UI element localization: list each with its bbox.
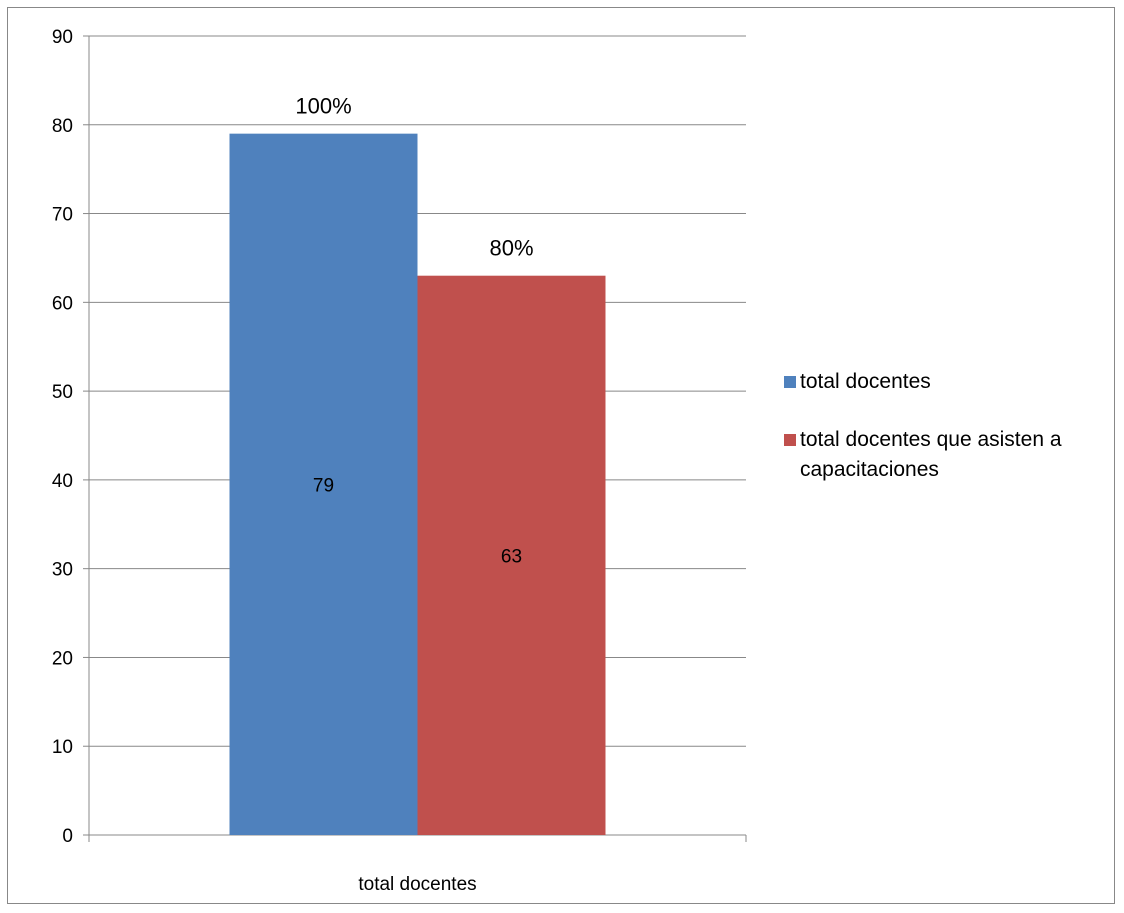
y-tick-label: 30 xyxy=(52,560,73,581)
x-tick-label: total docentes xyxy=(358,874,476,895)
y-tick-label: 10 xyxy=(52,737,73,758)
bars xyxy=(229,133,606,836)
bar-0 xyxy=(229,133,418,836)
y-tick-label: 0 xyxy=(62,826,73,847)
chart-area: 0 10 20 30 40 50 60 70 80 90 total docentes 79 100%… xyxy=(7,7,1115,904)
legend-swatch-red xyxy=(784,434,796,446)
bar-value-label: 63 xyxy=(501,546,522,567)
legend-label: total docentes que asisten a capacitacio… xyxy=(800,428,1062,481)
legend-swatch-blue xyxy=(784,376,796,388)
legend: total docentes total docentes que asiste… xyxy=(784,367,1114,513)
bar-1 xyxy=(417,275,606,835)
bar-value-label: 79 xyxy=(313,475,334,496)
y-tick-label: 60 xyxy=(52,293,73,314)
y-tick-label: 80 xyxy=(52,116,73,137)
data-labels: 79 100% 63 80% xyxy=(295,94,533,568)
axes: 0 10 20 30 40 50 60 70 80 90 total docentes xyxy=(52,27,747,895)
y-tick-label: 40 xyxy=(52,471,73,492)
y-tick-label: 70 xyxy=(52,205,73,226)
y-tick-label: 20 xyxy=(52,648,73,669)
legend-item-asisten-capacitaciones: total docentes que asisten a capacitacio… xyxy=(784,425,1114,485)
legend-label: total docentes xyxy=(800,370,931,393)
y-tick-label: 90 xyxy=(52,27,73,48)
bar-percent-label: 80% xyxy=(489,236,533,261)
y-tick-label: 50 xyxy=(52,382,73,403)
bar-chart: 0 10 20 30 40 50 60 70 80 90 total docentes 79 100%… xyxy=(52,27,747,895)
legend-item-total-docentes: total docentes xyxy=(784,367,1114,397)
bar-percent-label: 100% xyxy=(295,94,351,119)
